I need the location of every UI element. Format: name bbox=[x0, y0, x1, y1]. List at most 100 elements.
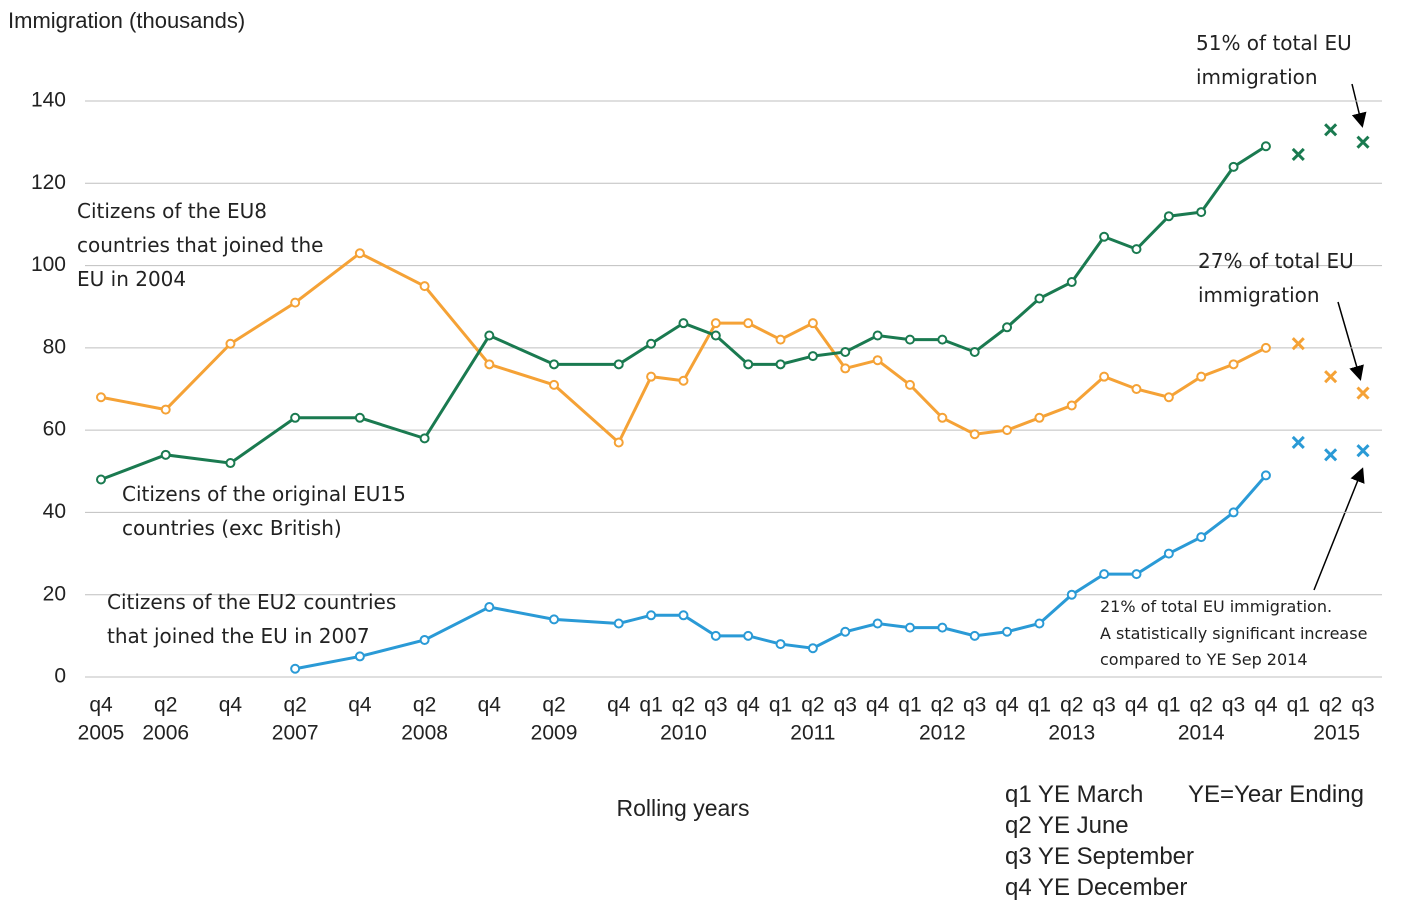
series-label: Citizens of the EU8 countries that joine… bbox=[77, 199, 324, 291]
point bbox=[1228, 507, 1239, 518]
point bbox=[743, 359, 754, 370]
point bbox=[613, 359, 624, 370]
point bbox=[775, 359, 786, 370]
point bbox=[1260, 141, 1271, 152]
key-entry: q2 YE June bbox=[1005, 812, 1129, 839]
point bbox=[710, 330, 721, 341]
point bbox=[354, 248, 365, 259]
annotation: 51% of total EU immigration bbox=[1196, 31, 1352, 89]
key-entry: q4 YE December bbox=[1005, 874, 1188, 901]
cross-stroke bbox=[1356, 386, 1370, 400]
point bbox=[613, 618, 624, 629]
point bbox=[484, 359, 495, 370]
y-tick-label: 60 bbox=[43, 418, 66, 441]
point bbox=[1066, 400, 1077, 411]
x-tick-label: q4 bbox=[1254, 694, 1278, 717]
point bbox=[419, 433, 430, 444]
point bbox=[1034, 412, 1045, 423]
x-tick-label: q4 bbox=[219, 694, 243, 717]
point bbox=[1163, 211, 1174, 222]
y-tick-label: 140 bbox=[31, 89, 66, 112]
annotation: 21% of total EU immigration. A statistic… bbox=[1100, 597, 1368, 669]
point bbox=[290, 297, 301, 308]
x-tick-label: q4 bbox=[1125, 694, 1149, 717]
point bbox=[1196, 371, 1207, 382]
x-year-label: 2012 bbox=[919, 722, 966, 745]
point bbox=[1034, 618, 1045, 629]
y-tick-label: 80 bbox=[43, 335, 66, 358]
x-tick-label: q2 bbox=[801, 694, 824, 717]
x-tick-label: q4 bbox=[866, 694, 890, 717]
provisional-point bbox=[1356, 444, 1370, 458]
x-tick-label: q1 bbox=[1287, 694, 1310, 717]
x-year-label: 2010 bbox=[660, 722, 707, 745]
point bbox=[1228, 161, 1239, 172]
point bbox=[1099, 569, 1110, 580]
cross-stroke bbox=[1291, 337, 1305, 351]
x-tick-label: q4 bbox=[478, 694, 502, 717]
point bbox=[354, 651, 365, 662]
point bbox=[484, 602, 495, 613]
point bbox=[484, 330, 495, 341]
x-year-label: 2008 bbox=[401, 722, 448, 745]
point bbox=[743, 318, 754, 329]
x-tick-label: q2 bbox=[1319, 694, 1342, 717]
arrow bbox=[1351, 83, 1367, 128]
series-label: Citizens of the original EU15 countries … bbox=[122, 482, 406, 540]
x-tick-label: q2 bbox=[413, 694, 436, 717]
x-tick-label: q3 bbox=[963, 694, 986, 717]
x-tick-label: q3 bbox=[834, 694, 857, 717]
point bbox=[1163, 548, 1174, 559]
point bbox=[872, 618, 883, 629]
point bbox=[1131, 569, 1142, 580]
x-tick-label: q1 bbox=[898, 694, 921, 717]
x-tick-label: q3 bbox=[1092, 694, 1115, 717]
point bbox=[549, 614, 560, 625]
x-tick-label: q4 bbox=[89, 694, 113, 717]
cross-stroke bbox=[1356, 444, 1370, 458]
point bbox=[1196, 207, 1207, 218]
point bbox=[743, 630, 754, 641]
point bbox=[807, 351, 818, 362]
series-label: Citizens of the EU2 countries that joine… bbox=[107, 590, 397, 648]
x-tick-label: q1 bbox=[639, 694, 662, 717]
point bbox=[1002, 626, 1013, 637]
point bbox=[613, 437, 624, 448]
x-year-label: 2007 bbox=[272, 722, 319, 745]
provisional-point bbox=[1324, 123, 1338, 137]
y-axis-label: Immigration (thousands) bbox=[8, 8, 245, 33]
x-tick-label: q1 bbox=[1157, 694, 1180, 717]
x-tick-label: q1 bbox=[769, 694, 792, 717]
point bbox=[1066, 589, 1077, 600]
y-tick-label: 40 bbox=[43, 500, 66, 523]
point bbox=[775, 334, 786, 345]
x-tick-label: q2 bbox=[1190, 694, 1213, 717]
point bbox=[678, 610, 689, 621]
point bbox=[96, 474, 106, 485]
point bbox=[160, 449, 171, 460]
point bbox=[904, 379, 915, 390]
point bbox=[775, 639, 786, 650]
point bbox=[840, 346, 851, 357]
point bbox=[1002, 425, 1013, 436]
point bbox=[807, 643, 818, 654]
x-year-label: 2006 bbox=[142, 722, 189, 745]
point bbox=[807, 318, 818, 329]
x-tick-label: q2 bbox=[283, 694, 306, 717]
point bbox=[1131, 384, 1142, 394]
point bbox=[710, 630, 721, 641]
x-year-label: 2013 bbox=[1048, 722, 1095, 745]
cross-stroke bbox=[1324, 370, 1338, 384]
provisional-point bbox=[1291, 147, 1305, 162]
point bbox=[969, 429, 980, 440]
arrow bbox=[1337, 301, 1364, 381]
x-tick-label: q2 bbox=[672, 694, 695, 717]
point bbox=[96, 392, 106, 403]
annotation: 27% of total EU immigration bbox=[1198, 249, 1354, 307]
x-tick-label: q2 bbox=[154, 694, 177, 717]
cross-stroke bbox=[1291, 147, 1305, 162]
point bbox=[1163, 392, 1174, 403]
provisional-point bbox=[1291, 435, 1305, 450]
key-entry: q1 YE March bbox=[1005, 781, 1144, 808]
